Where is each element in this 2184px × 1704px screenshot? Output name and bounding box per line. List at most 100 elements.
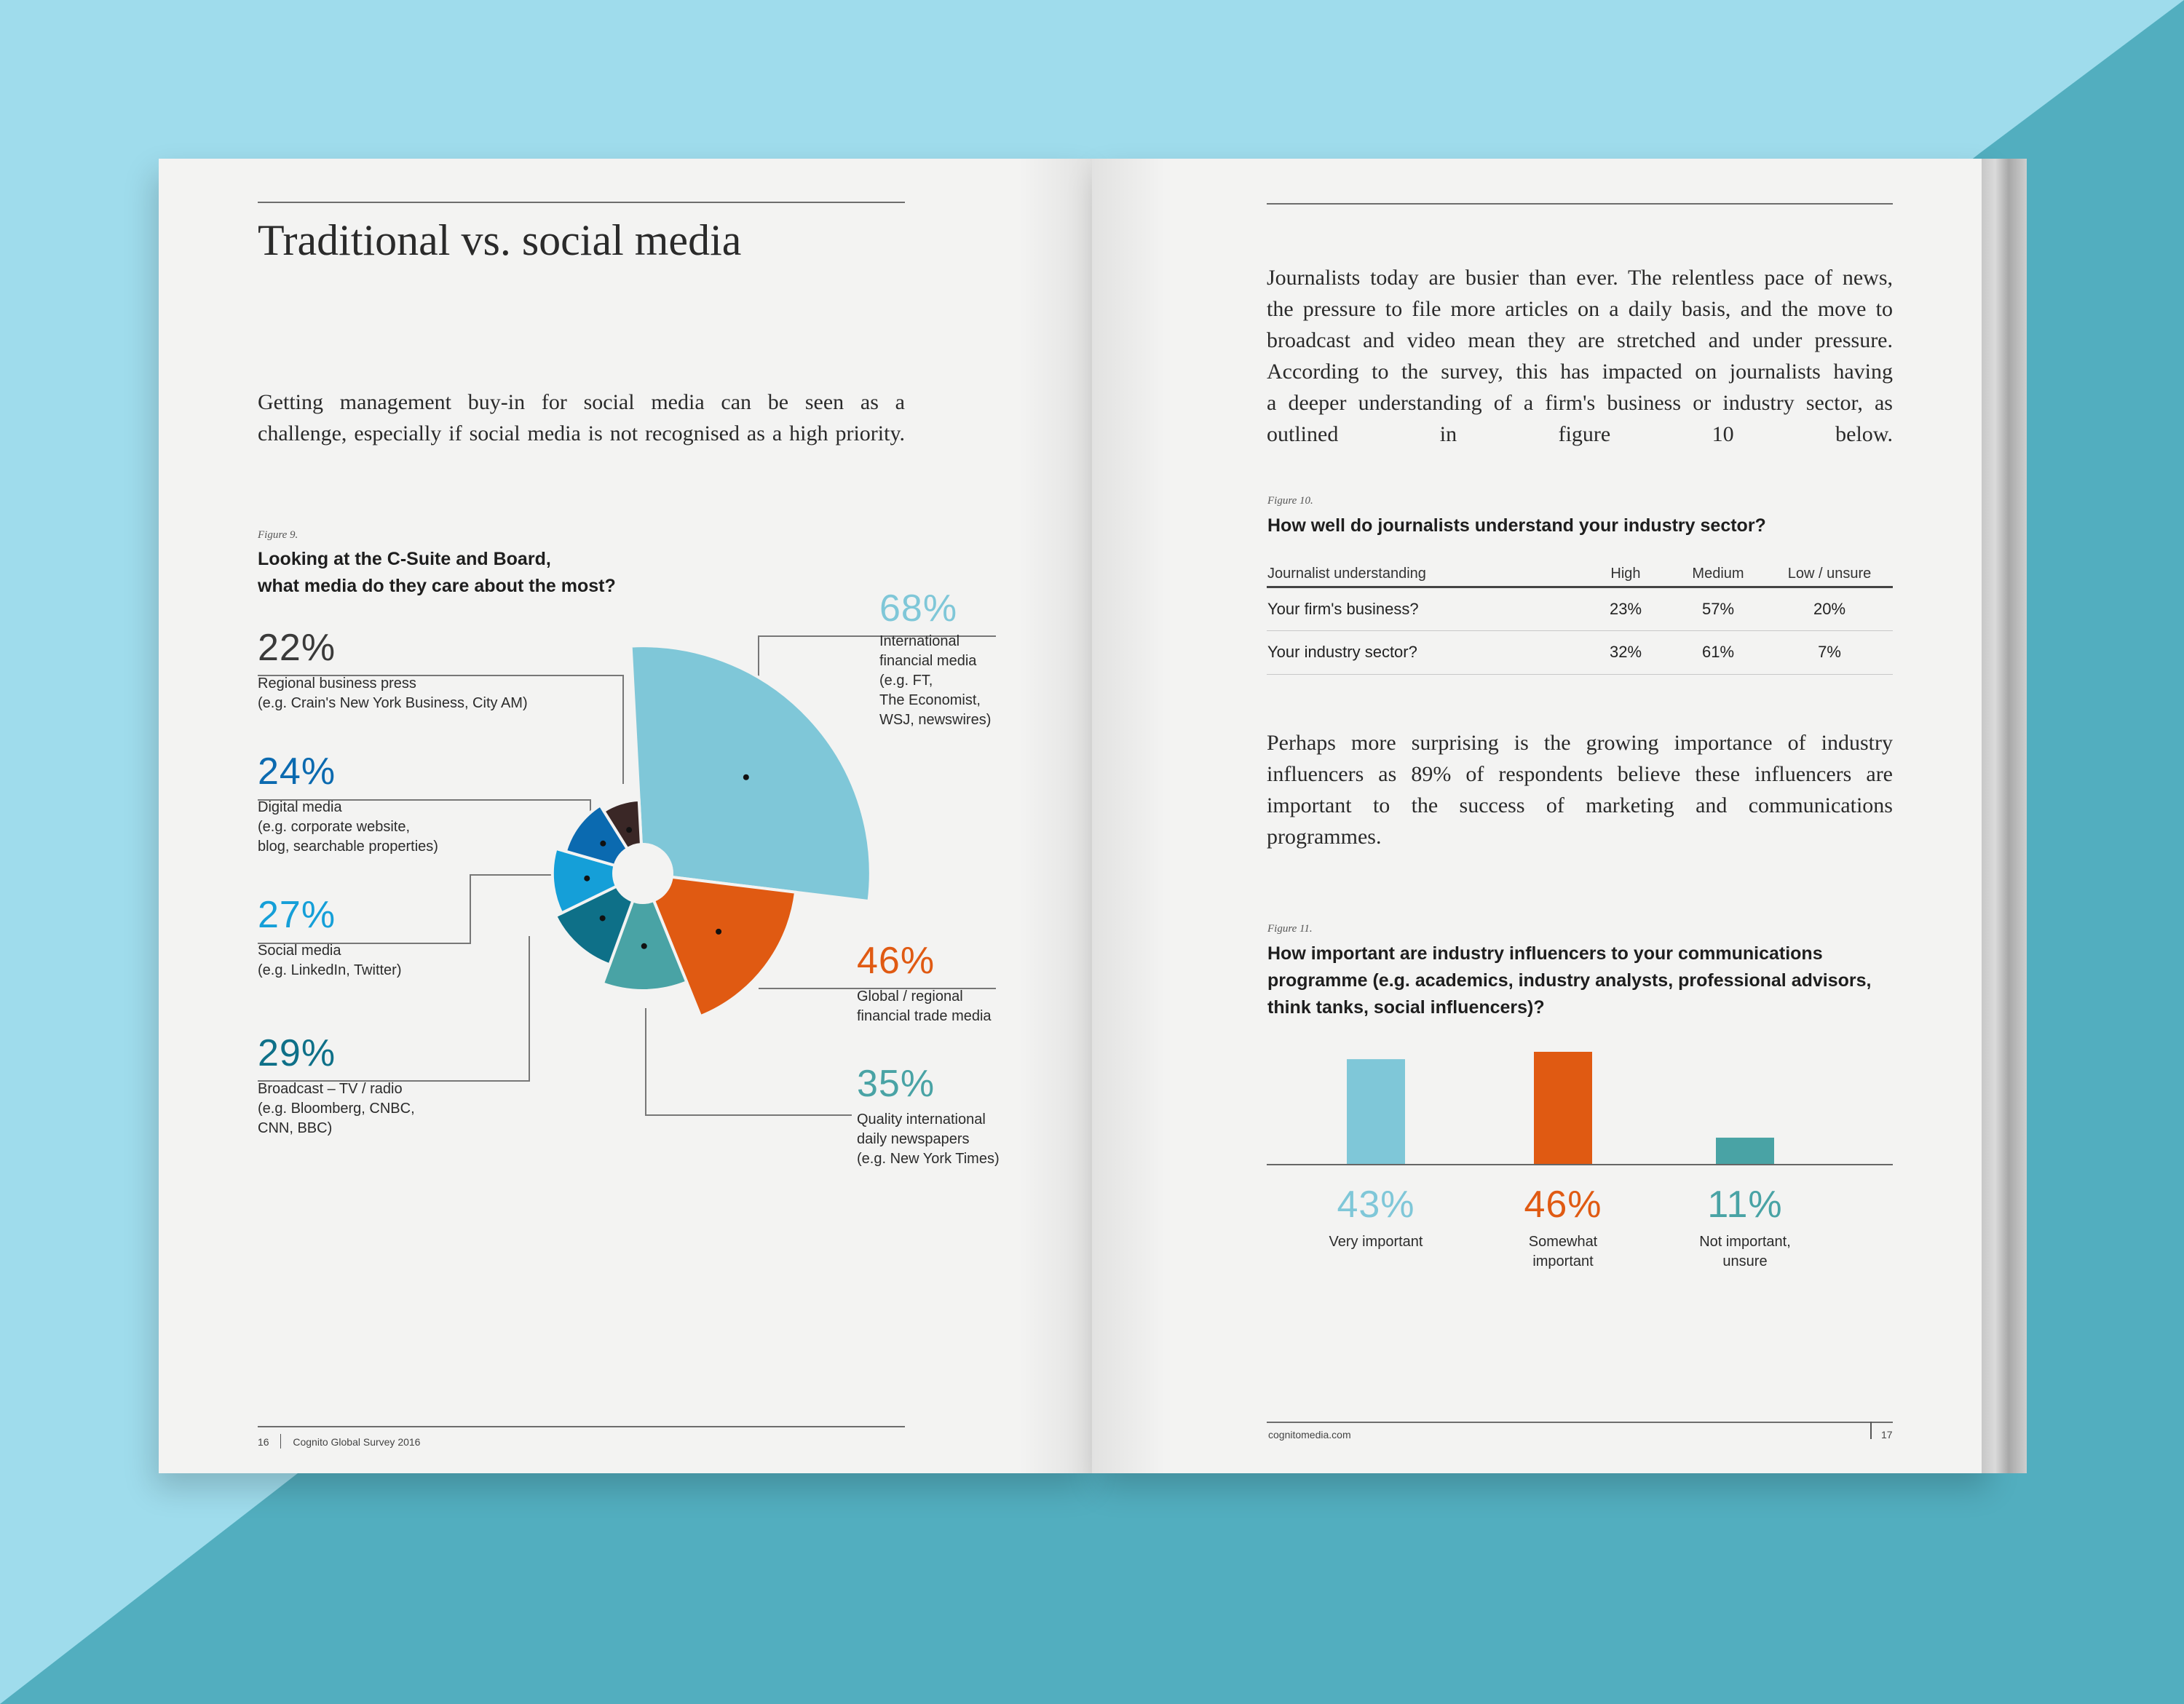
slice-dot-social [584, 875, 590, 881]
figure-title-line: what media do they care about the most? [258, 576, 616, 596]
category-line: Regional business press [258, 675, 416, 691]
slice-value: 22% [258, 627, 336, 669]
figure-title: How important are industry influencers t… [1267, 940, 1871, 1021]
bar-label-very: 43% Very important [1318, 1183, 1434, 1252]
table-cell: 32% [1609, 643, 1642, 661]
category-line: Somewhat [1528, 1234, 1598, 1250]
slice-category: International financial media (e.g. FT, … [879, 632, 991, 730]
figure-title-line: think tanks, social influencers)? [1267, 997, 1545, 1018]
category-line: Quality international [857, 1111, 986, 1128]
slice-category: Regional business press (e.g. Crain's Ne… [258, 674, 528, 713]
slice-category: Global / regional financial trade media [857, 987, 992, 1026]
book-page-edges [1982, 159, 2027, 1473]
bar-category: Somewhat important [1505, 1232, 1621, 1272]
category-line: Global / regional [857, 988, 963, 1004]
page-number: 16 [258, 1436, 269, 1448]
category-line: (e.g. Crain's New York Business, City AM… [258, 695, 528, 711]
slice-value: 24% [258, 750, 336, 793]
paragraph-line: Perhaps more surprising is the growing i… [1267, 731, 1893, 755]
category-line: Not important, [1699, 1234, 1791, 1250]
category-line: (e.g. FT, [879, 673, 933, 689]
figure-title-line: How important are industry influencers t… [1267, 943, 1823, 964]
category-line: International [879, 633, 960, 649]
slice-dot-global-trade [716, 928, 722, 935]
bar-not-important [1716, 1137, 1774, 1165]
intro-line: challenge, especially if social media is… [258, 421, 905, 445]
right-page [1092, 159, 1983, 1473]
category-line: CNN, BBC) [258, 1120, 333, 1136]
table-header: Journalist understanding [1267, 565, 1426, 582]
bar-value: 43% [1337, 1184, 1415, 1226]
bar-very-important [1347, 1059, 1405, 1165]
chart-dots [584, 774, 749, 949]
bar-group [1347, 1052, 1774, 1165]
slice-dot-broadcast [599, 915, 606, 922]
bar-label-somewhat: 46% Somewhat important [1505, 1183, 1621, 1272]
book-spine-shadow [1019, 159, 1165, 1473]
footer-publication: Cognito Global Survey 2016 [293, 1436, 421, 1448]
bar-label-not: 11% Not important, unsure [1687, 1183, 1803, 1272]
paragraph-line: important to the success of marketing an… [1267, 793, 1893, 817]
leader-line-broadcast [258, 936, 530, 1082]
slice-label-digital: 24% Digital media (e.g. corporate websit… [258, 750, 438, 857]
figure-title-line: Looking at the C-Suite and Board, [258, 549, 551, 569]
category-line: (e.g. corporate website, [258, 819, 410, 835]
category-line: financial trade media [857, 1008, 992, 1024]
slice-dot-digital [600, 840, 606, 847]
category-line: unsure [1722, 1253, 1768, 1269]
slice-global-trade [640, 871, 798, 1018]
table-header: High [1610, 565, 1641, 582]
influencer-bar-chart [1267, 1052, 1893, 1165]
slice-category: Quality international daily newspapers (… [857, 1110, 1000, 1169]
page-title: Traditional vs. social media [258, 216, 742, 264]
intro-line: the pressure to file more articles on a … [1267, 297, 1893, 321]
slice-label-international: 68% International financial media (e.g. … [879, 587, 991, 730]
table-header-row: Journalist understanding High Medium Low… [1267, 562, 1893, 587]
slice-category: Digital media (e.g. corporate website, b… [258, 798, 438, 857]
table-header: Medium [1692, 565, 1744, 582]
category-line: (e.g. LinkedIn, Twitter) [258, 962, 402, 978]
slice-label-regional: 22% Regional business press (e.g. Crain'… [258, 626, 528, 713]
footer-divider [280, 1434, 282, 1449]
leader-line-social [258, 874, 555, 944]
table-header: Low / unsure [1787, 565, 1872, 582]
slice-newspapers [601, 869, 689, 992]
figure-title-line: programme (e.g. academics, industry anal… [1267, 970, 1872, 991]
category-line: daily newspapers [857, 1131, 970, 1147]
bar-category: Very important [1329, 1234, 1423, 1250]
intro-line: Journalists today are busier than ever. … [1267, 266, 1893, 290]
slice-value: 46% [857, 940, 935, 982]
figure-label: Figure 11. [1267, 923, 1313, 935]
slice-value: 68% [879, 587, 958, 630]
intro-line: According to the survey, this has impact… [1267, 360, 1893, 384]
table-cell: 57% [1701, 599, 1735, 618]
slice-broadcast [553, 871, 646, 967]
slice-label-global-trade: 46% Global / regional financial trade me… [857, 939, 992, 1026]
table-cell: Your industry sector? [1267, 643, 1417, 661]
category-line: Broadcast – TV / radio [258, 1081, 403, 1097]
chart-slices [550, 644, 872, 1018]
table-row: Your firm's business? 23% 57% 20% [1267, 587, 1893, 630]
bar-value: 11% [1707, 1184, 1783, 1226]
category-line: WSJ, newswires) [879, 712, 992, 728]
left-footer: 16 Cognito Global Survey 2016 [258, 1434, 420, 1449]
category-line: blog, searchable properties) [258, 839, 438, 855]
slice-category: Social media (e.g. LinkedIn, Twitter) [258, 941, 402, 980]
category-line: financial media [879, 653, 977, 669]
bar-labels: 43% Very important 46% Somewhat importan… [1267, 1183, 1893, 1292]
figure-title: How well do journalists understand your … [1267, 515, 1766, 536]
slice-category: Broadcast – TV / radio (e.g. Bloomberg, … [258, 1079, 415, 1138]
footer-url: cognitomedia.com [1268, 1429, 1351, 1441]
bar-category: Not important, unsure [1687, 1232, 1803, 1272]
figure-label: Figure 9. [258, 529, 298, 541]
leader-line-newspapers [645, 1008, 852, 1116]
slice-value: 29% [258, 1032, 336, 1074]
figure-label: Figure 10. [1267, 495, 1313, 507]
intro-line: a deeper understanding of a firm's busin… [1267, 391, 1893, 415]
middle-paragraph: Perhaps more surprising is the growing i… [1267, 727, 1893, 852]
paragraph-line: programmes. [1267, 825, 1382, 849]
bar-value: 46% [1524, 1184, 1602, 1226]
intro-line: outlined in figure 10 below. [1267, 422, 1893, 446]
table-cell: 61% [1701, 643, 1735, 661]
slice-label-social: 27% Social media (e.g. LinkedIn, Twitter… [258, 893, 402, 980]
